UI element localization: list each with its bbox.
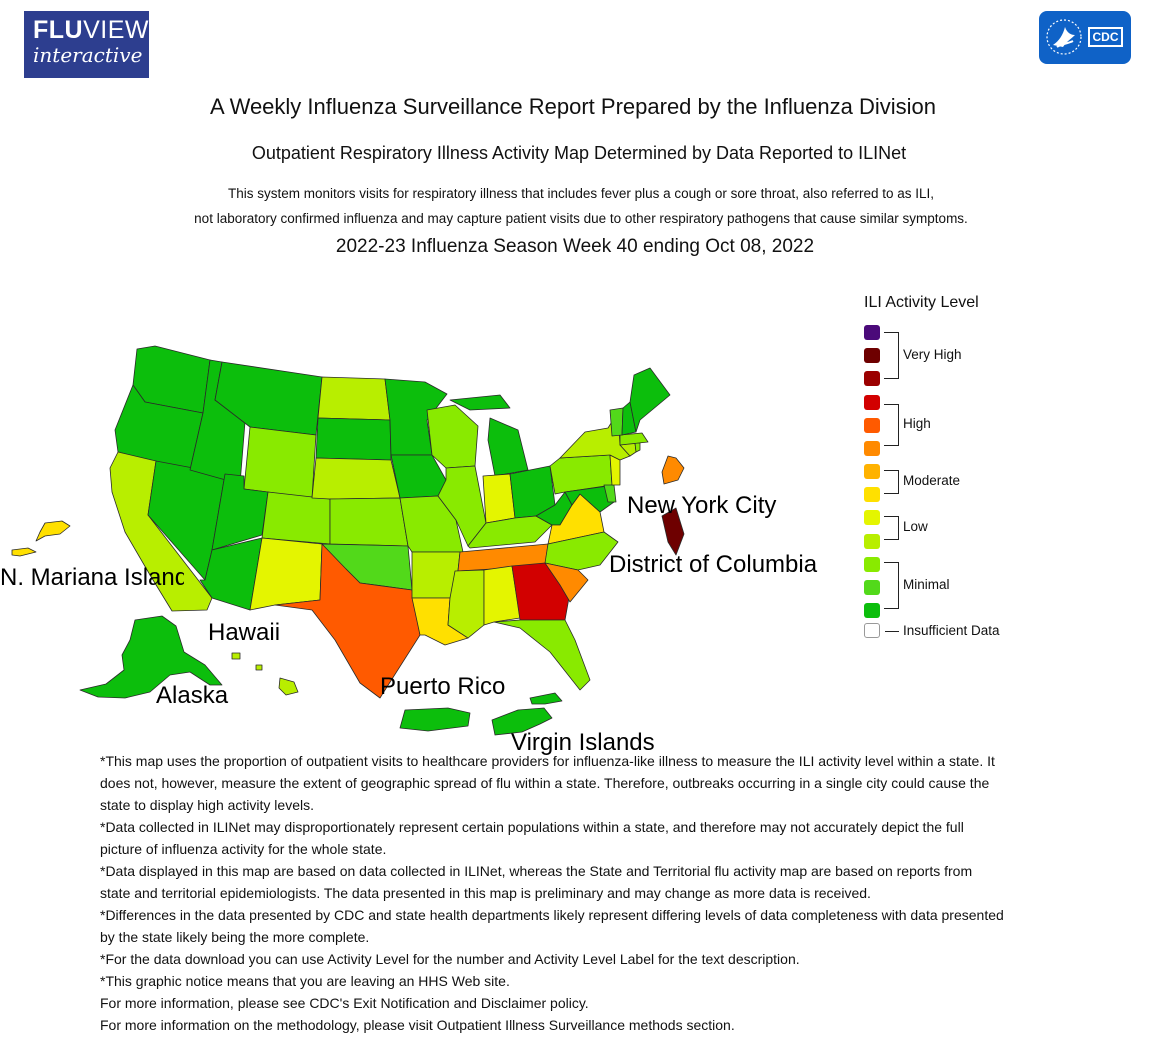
legend-dash: [885, 631, 899, 632]
state-massachusetts[interactable]: [619, 432, 649, 446]
state-nebraska[interactable]: [311, 457, 401, 500]
state-iowa[interactable]: [390, 454, 447, 499]
label-mariana-islands: N. Mariana Islands: [0, 564, 184, 591]
state-mississippi[interactable]: [447, 569, 485, 639]
legend-swatch-level-8: [864, 441, 880, 456]
us-map-svg: [11, 345, 685, 736]
legend-bracket: [884, 470, 899, 494]
note: *Data displayed in this map are based on…: [100, 863, 973, 901]
state-colorado[interactable]: [261, 491, 331, 545]
note: *Differences in the data presented by CD…: [100, 907, 1004, 945]
legend-label-minimal: Minimal: [903, 577, 950, 592]
note-exit-link[interactable]: For more information, please see CDC's E…: [100, 995, 589, 1011]
state-puerto-rico[interactable]: [399, 707, 471, 732]
legend-title: ILI Activity Level: [864, 294, 979, 311]
legend-swatch-level-1: [864, 603, 880, 618]
legend-bracket: [884, 332, 899, 379]
state-wisconsin[interactable]: [426, 404, 479, 469]
legend-label-moderate: Moderate: [903, 473, 961, 488]
legend-bracket: [884, 516, 899, 540]
label-new-york-city: New York City: [627, 492, 777, 519]
note: *This map uses the proportion of outpati…: [100, 753, 995, 813]
state-south-carolina[interactable]: [544, 562, 589, 603]
legend-swatch-level-5: [864, 510, 880, 525]
state-alabama[interactable]: [483, 565, 521, 626]
description-line-2: not laboratory confirmed influenza and m…: [194, 211, 968, 226]
map-subtitle: Outpatient Respiratory Illness Activity …: [251, 143, 907, 163]
ili-legend: ILI Activity Level Very High High Modera…: [864, 294, 1064, 654]
state-mariana-islands[interactable]: [11, 520, 71, 557]
legend-swatch-level-9: [864, 418, 880, 433]
legend-swatch-insufficient: [864, 623, 880, 638]
legend-label-low: Low: [903, 519, 928, 534]
legend-swatch-level-6: [864, 487, 880, 502]
description-line-1: This system monitors visits for respirat…: [227, 186, 935, 201]
legend-swatch-level-13: [864, 325, 880, 340]
legend-label-high: High: [903, 416, 931, 431]
state-delaware[interactable]: [603, 484, 617, 503]
legend-swatch-level-4: [864, 534, 880, 549]
state-indiana[interactable]: [482, 473, 516, 524]
note: *This graphic notice means that you are …: [100, 973, 510, 989]
state-alaska[interactable]: [79, 615, 223, 699]
state-illinois[interactable]: [437, 465, 487, 547]
season-week: 2022-23 Influenza Season Week 40 ending …: [335, 236, 815, 257]
legend-swatch-level-3: [864, 557, 880, 572]
legend-swatch-level-11: [864, 371, 880, 386]
legend-label-very-high: Very High: [903, 347, 962, 362]
legend-swatch-level-2: [864, 580, 880, 595]
label-hawaii: Hawaii: [208, 619, 281, 646]
legend-swatch-level-12: [864, 348, 880, 363]
fluview-logo-view: VIEW: [83, 16, 150, 44]
legend-swatch-level-7: [864, 464, 880, 479]
note: *For the data download you can use Activ…: [100, 951, 800, 967]
state-new-mexico[interactable]: [249, 537, 323, 611]
state-minnesota[interactable]: [384, 378, 448, 456]
legend-bracket: [884, 562, 899, 609]
legend-label-insufficient: Insufficient Data: [903, 623, 1000, 638]
state-wyoming[interactable]: [243, 426, 317, 499]
state-texas[interactable]: [274, 543, 421, 699]
note-methodology-link[interactable]: For more information on the methodology,…: [100, 1017, 735, 1033]
state-florida[interactable]: [493, 619, 591, 691]
state-maine[interactable]: [629, 367, 671, 433]
state-district-of-columbia[interactable]: [661, 507, 685, 556]
footnotes: *This map uses the proportion of outpati…: [100, 750, 1005, 1036]
report-title: A Weekly Influenza Surveillance Report P…: [210, 94, 936, 119]
state-rhode-island[interactable]: [634, 442, 641, 453]
description: This system monitors visits for respirat…: [0, 181, 1152, 231]
state-vermont[interactable]: [609, 407, 624, 437]
state-michigan[interactable]: [449, 394, 529, 477]
ili-activity-map: New York City District of Columbia N. Ma…: [0, 280, 860, 760]
state-north-dakota[interactable]: [317, 376, 391, 421]
label-puerto-rico: Puerto Rico: [380, 673, 506, 700]
state-kansas[interactable]: [329, 497, 409, 547]
state-virgin-islands[interactable]: [491, 692, 563, 736]
cdc-logo-text: CDC: [1088, 27, 1123, 47]
legend-bracket: [884, 404, 899, 446]
label-virgin-islands: Virgin Islands: [511, 729, 655, 756]
state-south-dakota[interactable]: [315, 417, 392, 461]
fluview-logo[interactable]: FLUVIEW interactive: [24, 11, 149, 78]
hhs-eagle-icon: [1046, 19, 1082, 55]
fluview-logo-interactive: interactive: [33, 43, 143, 67]
cdc-logo[interactable]: CDC: [1039, 11, 1131, 64]
state-hawaii[interactable]: [231, 652, 299, 696]
fluview-logo-flu: FLU: [33, 16, 84, 44]
state-new-york-city[interactable]: [661, 455, 685, 485]
label-alaska: Alaska: [156, 682, 229, 709]
label-district-of-columbia: District of Columbia: [609, 551, 818, 578]
legend-swatch-level-10: [864, 395, 880, 410]
note: *Data collected in ILINet may disproport…: [100, 819, 964, 857]
